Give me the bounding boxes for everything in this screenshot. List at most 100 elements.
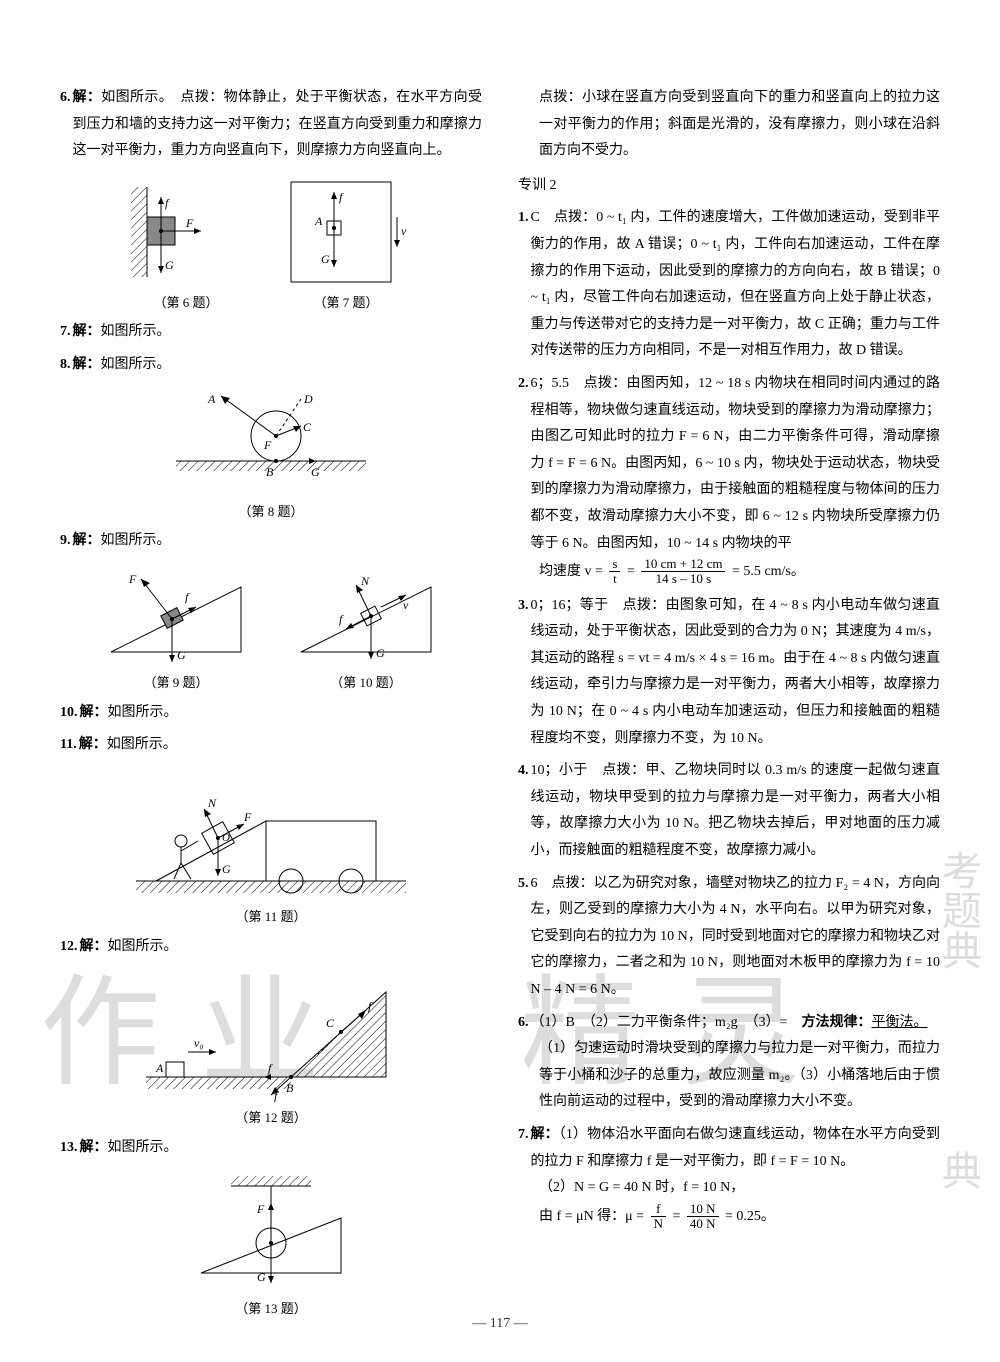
q-body: 解：（1）物体沿水平面向右做匀速直线运动，物体在水平方向受到的拉力 F 和摩擦力…	[531, 1122, 941, 1175]
figure-11-svg: O N F G	[136, 771, 406, 901]
q-number: 1.	[518, 205, 529, 232]
q-body: 6 点拨：以乙为研究对象，墙壁对物块乙的拉力 F₂ = 4 N，方向向左，则乙受…	[531, 871, 941, 1004]
q-body: 解：如图所示。 点拨：物体静止，处于平衡状态，在水平方向受到压力和墙的支持力这一…	[73, 85, 483, 165]
q-number: 4.	[518, 758, 529, 785]
q-body: C 点拨：0 ~ t₁ 内，工件的速度增大，工件做加速运动，受到非平衡力的作用，…	[531, 205, 941, 365]
svg-text:f: f	[268, 1061, 273, 1075]
svg-text:v₀: v₀	[194, 1036, 204, 1050]
svg-text:G: G	[321, 252, 330, 266]
q-body: （1）B （2）二力平衡条件；m₂g （3）= 方法规律：平衡法。	[531, 1010, 941, 1037]
question-11: 11. 解：如图所示。	[60, 732, 482, 759]
question-7: 7. 解：如图所示。	[60, 319, 482, 346]
figure-12-svg: A v₀ B f f C	[146, 972, 396, 1102]
svg-text:C: C	[303, 420, 312, 434]
svg-text:f: f	[339, 190, 344, 204]
svg-text:v: v	[401, 224, 407, 238]
q-body: 6；5.5 点拨：由图丙知，12 ~ 18 s 内物块在相同时间内通过的路程相等…	[531, 371, 941, 557]
svg-text:A: A	[155, 1061, 164, 1075]
section-title: 专训 2	[518, 173, 940, 200]
q-body: 解：如图所示。	[73, 352, 483, 379]
svg-text:G: G	[165, 258, 174, 272]
svg-text:F: F	[256, 1202, 265, 1216]
r-question-7: 7. 解：（1）物体沿水平面向右做匀速直线运动，物体在水平方向受到的拉力 F 和…	[518, 1122, 940, 1231]
q-body: 0；16；等于 点拨：由图象可知，在 4 ~ 8 s 内小电动车做匀速直线运动，…	[531, 593, 941, 753]
figure-8-caption: （第 8 题）	[238, 500, 303, 525]
q-body: 解：如图所示。	[73, 528, 483, 555]
figure-row-12: A v₀ B f f C	[60, 972, 482, 1131]
figure-row-11: O N F G （第 11 题）	[60, 771, 482, 930]
left-column: 6. 解：如图所示。 点拨：物体静止，处于平衡状态，在水平方向受到压力和墙的支持…	[60, 85, 482, 1322]
figure-10-svg: N f v G	[291, 567, 441, 667]
figure-9-svg: F f G	[101, 567, 251, 667]
figure-7-svg: f A G v	[281, 177, 411, 287]
q-number: 7.	[518, 1122, 529, 1149]
figure-10-caption: （第 10 题）	[330, 671, 402, 696]
q-number: 6.	[60, 85, 71, 112]
svg-text:F: F	[243, 810, 252, 824]
figure-13-svg: F G	[191, 1173, 351, 1293]
q-body: 解：如图所示。	[80, 934, 483, 961]
figure-12-caption: （第 12 题）	[235, 1106, 307, 1131]
svg-text:B: B	[286, 1081, 294, 1095]
svg-text:N: N	[360, 574, 370, 588]
q-number: 2.	[518, 371, 529, 398]
svg-text:f: f	[274, 1089, 279, 1102]
svg-text:B: B	[266, 465, 274, 479]
q-body: 解：如图所示。	[79, 732, 482, 759]
figure-row-9-10: F f G （第 9 题） N	[60, 567, 482, 696]
q-number: 12.	[60, 934, 78, 961]
r-question-4: 4. 10；小于 点拨：甲、乙物块同时以 0.3 m/s 的速度一起做匀速直线运…	[518, 758, 940, 864]
figure-9-caption: （第 9 题）	[143, 671, 208, 696]
q-body: 解：如图所示。	[80, 1135, 483, 1162]
svg-text:N: N	[207, 796, 217, 810]
right-column: 点拨：小球在竖直方向受到竖直向下的重力和竖直向上的拉力这一对平衡力的作用；斜面是…	[518, 85, 940, 1322]
svg-text:f: f	[165, 196, 170, 210]
figure-row-8: A D C F B G （第 8 题）	[60, 391, 482, 525]
r-question-3: 3. 0；16；等于 点拨：由图象可知，在 4 ~ 8 s 内小电动车做匀速直线…	[518, 593, 940, 753]
svg-text:A: A	[314, 214, 323, 228]
q-number: 8.	[60, 352, 71, 379]
svg-text:G: G	[376, 646, 385, 660]
r-question-2: 2. 6；5.5 点拨：由图丙知，12 ~ 18 s 内物块在相同时间内通过的路…	[518, 371, 940, 587]
q-number: 7.	[60, 319, 71, 346]
q-number: 11.	[60, 732, 77, 759]
q-body: 解：如图所示。	[80, 700, 483, 727]
q-number: 10.	[60, 700, 78, 727]
question-6: 6. 解：如图所示。 点拨：物体静止，处于平衡状态，在水平方向受到压力和墙的支持…	[60, 85, 482, 165]
question-8: 8. 解：如图所示。	[60, 352, 482, 379]
svg-text:F: F	[263, 438, 272, 452]
q-number: 13.	[60, 1135, 78, 1162]
figure-row-6-7: F f G （第 6 题） f A	[60, 177, 482, 316]
figure-6-svg: F f G	[131, 177, 241, 287]
svg-text:f: f	[339, 612, 344, 626]
figure-7-caption: （第 7 题）	[313, 291, 378, 316]
question-9: 9. 解：如图所示。	[60, 528, 482, 555]
svg-text:v: v	[403, 598, 409, 612]
r-question-1: 1. C 点拨：0 ~ t₁ 内，工件的速度增大，工件做加速运动，受到非平衡力的…	[518, 205, 940, 365]
svg-text:f: f	[185, 590, 190, 604]
figure-row-13: F G （第 13 题）	[60, 1173, 482, 1322]
svg-text:D: D	[303, 392, 313, 406]
svg-text:C: C	[326, 1016, 335, 1030]
question-12: 12. 解：如图所示。	[60, 934, 482, 961]
r-question-5: 5. 6 点拨：以乙为研究对象，墙壁对物块乙的拉力 F₂ = 4 N，方向向左，…	[518, 871, 940, 1004]
question-13: 13. 解：如图所示。	[60, 1135, 482, 1162]
right-top-note: 点拨：小球在竖直方向受到竖直向下的重力和竖直向上的拉力这一对平衡力的作用；斜面是…	[518, 85, 940, 165]
q-number: 6.	[518, 1010, 529, 1037]
svg-text:G: G	[177, 648, 186, 662]
question-10: 10. 解：如图所示。	[60, 700, 482, 727]
q-body: 10；小于 点拨：甲、乙物块同时以 0.3 m/s 的速度一起做匀速直线运动，物…	[531, 758, 941, 864]
svg-text:F: F	[128, 572, 137, 586]
figure-13-caption: （第 13 题）	[235, 1297, 307, 1322]
q-body: 解：如图所示。	[73, 319, 483, 346]
q-number: 9.	[60, 528, 71, 555]
svg-text:G: G	[311, 465, 320, 479]
q-number: 3.	[518, 593, 529, 620]
figure-8-svg: A D C F B G	[166, 391, 376, 496]
q-number: 5.	[518, 871, 529, 898]
svg-text:A: A	[207, 392, 216, 406]
svg-text:G: G	[257, 1270, 266, 1284]
svg-text:G: G	[222, 862, 231, 876]
svg-text:F: F	[185, 216, 194, 230]
figure-6-caption: （第 6 题）	[153, 291, 218, 316]
